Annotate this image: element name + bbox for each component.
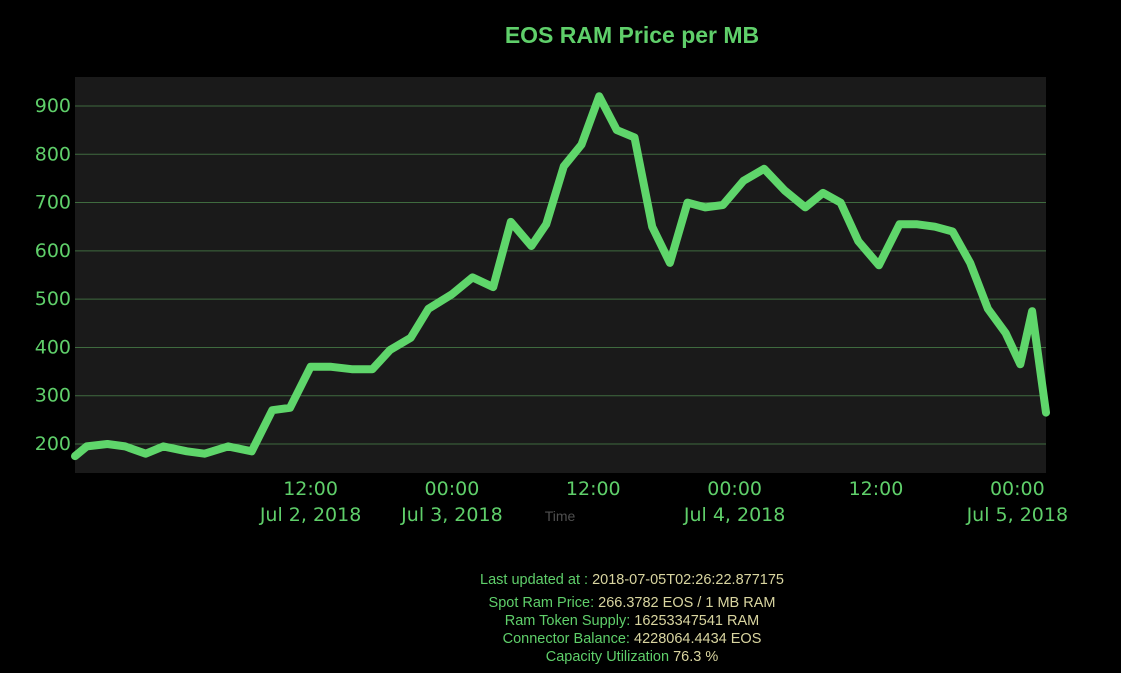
capacity-value: 76.3 %	[673, 649, 719, 665]
x-tick-label: 12:00	[566, 478, 621, 500]
connector-value: 4228064.4434 EOS	[634, 631, 762, 647]
last-updated: Last updated at : 2018-07-05T02:26:22.87…	[0, 571, 1121, 589]
token-supply-value: 16253347541 RAM	[634, 613, 760, 629]
x-tick-label: 12:00	[283, 478, 338, 500]
spot-price-label: Spot Ram Price:	[488, 595, 595, 611]
y-tick-label: 700	[35, 192, 71, 214]
x-tick-label: 00:00	[707, 478, 762, 500]
capacity-label: Capacity Utilization	[545, 649, 670, 665]
x-axis-title: Time	[545, 508, 576, 524]
series-line	[71, 92, 1050, 461]
x-tick-date-label: Jul 2, 2018	[259, 504, 362, 526]
y-tick-label: 500	[35, 288, 71, 310]
x-tick-date-label: Jul 5, 2018	[966, 504, 1069, 526]
plot-area	[75, 77, 1046, 473]
y-tick-label: 800	[35, 143, 71, 165]
y-tick-label: 300	[35, 385, 71, 407]
spot-price: Spot Ram Price: 266.3782 EOS / 1 MB RAM	[0, 594, 1121, 612]
token-supply-label: Ram Token Supply:	[504, 613, 631, 629]
chart-title: EOS RAM Price per MB	[504, 22, 760, 48]
y-tick-label: 400	[35, 336, 71, 358]
last-updated-label: Last updated at :	[480, 572, 589, 588]
y-tick-label: 600	[35, 240, 71, 262]
x-tick-date-label: Jul 4, 2018	[683, 504, 786, 526]
spot-price-value: 266.3782 EOS / 1 MB RAM	[598, 595, 776, 611]
token-supply: Ram Token Supply: 16253347541 RAM	[0, 612, 1121, 630]
connector-balance: Connector Balance: 4228064.4434 EOS	[0, 630, 1121, 648]
x-tick-label: 12:00	[849, 478, 904, 500]
last-updated-value: 2018-07-05T02:26:22.877175	[592, 572, 784, 588]
y-tick-label: 200	[35, 433, 71, 455]
x-tick-label: 00:00	[425, 478, 480, 500]
connector-label: Connector Balance:	[502, 631, 630, 647]
x-tick-date-label: Jul 3, 2018	[400, 504, 503, 526]
x-tick-label: 00:00	[990, 478, 1045, 500]
capacity-utilization: Capacity Utilization 76.3 %	[0, 648, 1121, 666]
y-tick-label: 900	[35, 95, 71, 117]
